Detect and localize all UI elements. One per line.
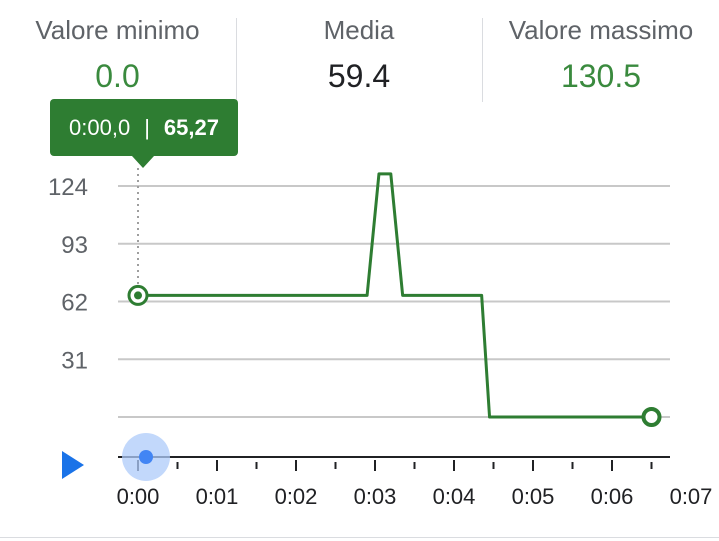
y-tick-label: 31 (61, 347, 88, 374)
stat-average: Media 59.4 (237, 12, 481, 98)
x-tick-label: 0:05 (512, 484, 555, 509)
x-tick-label: 0:02 (275, 484, 318, 509)
start-point-dot (134, 291, 142, 300)
x-tick-label: 0:06 (591, 484, 634, 509)
value-tooltip: 0:00,0 | 65,27 (50, 99, 238, 156)
stats-bar: Valore minimo 0.0 Media 59.4 Valore mass… (0, 0, 719, 104)
x-tick-label: 0:00 (117, 484, 160, 509)
tooltip-separator: | (144, 114, 150, 140)
x-tick-label: 0:03 (354, 484, 397, 509)
stat-average-label: Media (323, 15, 395, 45)
bottom-divider (0, 537, 719, 538)
stat-divider (482, 18, 483, 102)
stat-min-value: 0.0 (95, 58, 140, 94)
tooltip-time: 0:00,0 (69, 114, 131, 140)
end-point-marker[interactable] (641, 407, 662, 427)
stat-min-label: Valore minimo (35, 15, 200, 45)
x-tick-label: 0:01 (196, 484, 239, 509)
stat-max: Valore massimo 130.5 (483, 12, 719, 98)
stat-max-value: 130.5 (560, 58, 642, 94)
tooltip-value: 65,27 (163, 114, 219, 140)
x-tick-label: 0:04 (433, 484, 476, 509)
stat-max-label: Valore massimo (508, 15, 694, 45)
play-icon[interactable] (62, 451, 84, 479)
stat-divider (236, 18, 237, 102)
stat-min: Valore minimo 0.0 (0, 12, 235, 98)
y-tick-label: 124 (48, 174, 88, 201)
stat-average-value: 59.4 (327, 58, 391, 94)
y-tick-label: 62 (61, 290, 88, 317)
scrubber-handle[interactable] (139, 450, 153, 464)
y-tick-label: 93 (61, 232, 88, 259)
tooltip-pointer (132, 156, 154, 168)
x-tick-label: 0:07 (670, 484, 713, 509)
series-line (138, 172, 652, 419)
